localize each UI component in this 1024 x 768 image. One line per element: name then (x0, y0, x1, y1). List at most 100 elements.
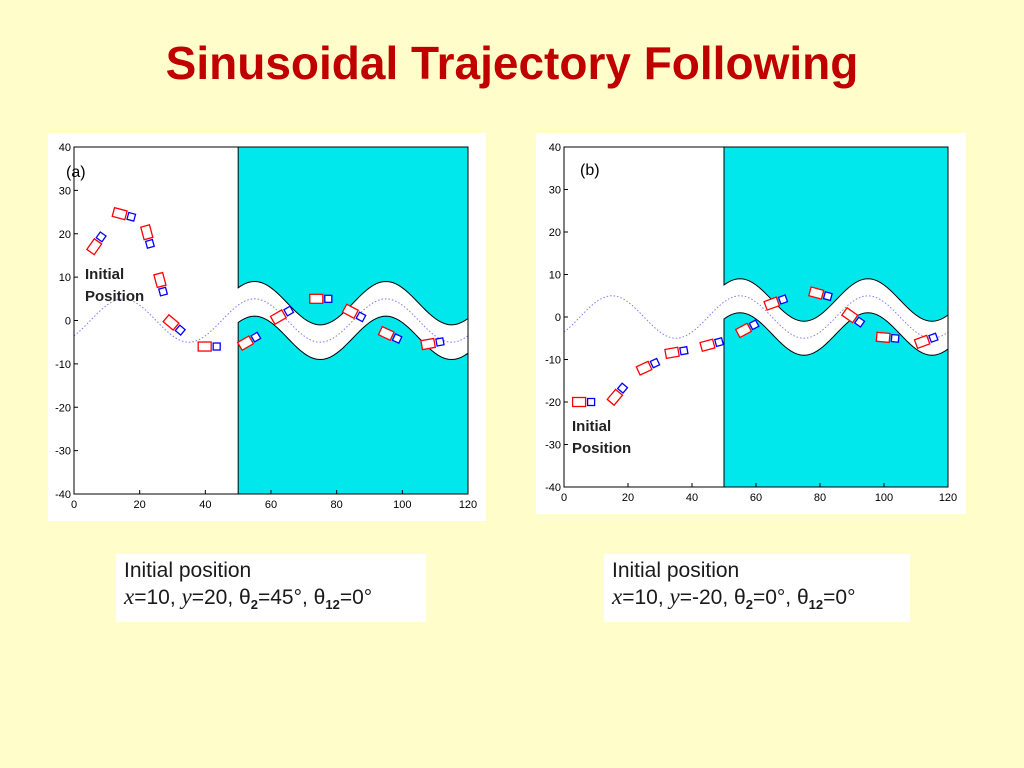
caption-b-y-label: y (669, 584, 680, 609)
caption-b-heading: Initial position (612, 559, 740, 582)
y-tick-label-a: 30 (59, 185, 71, 197)
trailer-body (606, 388, 624, 407)
tractor-body (174, 324, 187, 336)
caption-b-theta2-sub: 2 (745, 597, 753, 613)
caption-b-theta12-symbol: θ (796, 586, 809, 609)
x-tick-label-b: 120 (939, 492, 957, 504)
y-tick-label-a: -30 (55, 446, 71, 458)
trailer-body (571, 396, 587, 408)
chart-a: 0 20 40 60 80 100 120403020100-10-20-30-40(a)I… (55, 142, 477, 511)
tractor-body (283, 305, 295, 317)
x-tick-label-a: 60 (265, 499, 277, 511)
trailer-body (197, 341, 212, 352)
x-tick-label-a: 120 (459, 499, 477, 511)
caption-a-x-label: x (124, 584, 135, 609)
vehicle-pose-a (111, 206, 137, 222)
reference-path-a (73, 298, 469, 343)
tractor-body (95, 231, 107, 243)
tractor-body (890, 333, 900, 343)
annotation-line2-b: Position (572, 440, 631, 457)
panel-label-a: (a) (66, 164, 86, 181)
y-tick-label-b: 20 (549, 227, 561, 239)
y-tick-label-b: 40 (549, 142, 561, 154)
y-tick-label-a: -10 (55, 359, 71, 371)
caption-a-theta2-value: =45°, (257, 586, 314, 609)
trailer-body (420, 337, 437, 351)
trailer-body (840, 306, 859, 324)
caption-b-y-value: =-20, (679, 586, 735, 609)
vehicle-pose-a (236, 331, 262, 352)
vehicle-pose-a (269, 305, 295, 326)
y-tick-label-a: 10 (59, 272, 71, 284)
vehicle-pose-a (139, 224, 155, 249)
tractor-body (212, 342, 221, 351)
vehicle-pose-a (197, 341, 221, 352)
x-tick-label-b: 60 (750, 492, 762, 504)
vehicle-pose-b (875, 331, 900, 344)
obstacle-lower-b (723, 312, 949, 488)
vehicle-pose-a (85, 231, 107, 256)
trailer-body (377, 325, 395, 342)
chart-b: 0 20 40 60 80 100 120403020100-10-20-30-40(b)I… (545, 142, 957, 504)
tractor-body (435, 337, 445, 347)
trailer-body (699, 338, 716, 353)
vehicle-pose-b (699, 337, 725, 353)
tractor-body (928, 332, 939, 344)
y-tick-label-b: -10 (545, 355, 561, 367)
caption-a-x-value: =10, (134, 586, 182, 609)
y-tick-label-a: -20 (55, 402, 71, 414)
caption-b-x-value: =10, (622, 586, 670, 609)
y-tick-label-b: -40 (545, 482, 561, 494)
tractor-body (586, 397, 596, 407)
slide-title: Sinusoidal Trajectory Following (165, 37, 859, 89)
caption-b-theta2-symbol: θ (734, 586, 746, 609)
caption-b-theta12-sub: 12 (808, 597, 824, 613)
vehicle-pose-a (377, 325, 403, 344)
caption-b-theta2-value: =0°, (752, 586, 797, 609)
tractor-body (324, 294, 333, 303)
tractor-body (250, 331, 262, 343)
vehicle-pose-a (341, 303, 367, 323)
x-tick-label-b: 100 (875, 492, 893, 504)
vehicle-pose-b (840, 306, 866, 328)
y-tick-label-b: -30 (545, 440, 561, 452)
x-tick-label-b: 0 (561, 492, 567, 504)
tractor-body (713, 337, 725, 348)
vehicle-pose-a (309, 293, 333, 304)
vehicle-pose-b (734, 319, 760, 339)
tractor-body (649, 357, 661, 369)
y-tick-label-b: 10 (549, 270, 561, 282)
caption-a-theta2-symbol: θ (239, 586, 251, 609)
trailer-body (236, 335, 255, 352)
tractor-body (157, 286, 169, 297)
vehicle-pose-b (606, 382, 629, 407)
caption-a-params: x=10, y=20, θ2=45°, θ12=0° (124, 584, 418, 618)
x-tick-label-b: 20 (622, 492, 634, 504)
y-tick-label-b: 30 (549, 185, 561, 197)
vehicle-pose-a (162, 313, 187, 336)
caption-a-y-value: =20, (191, 586, 240, 609)
annotation-line1-b: Initial (572, 418, 611, 435)
tractor-body (679, 345, 689, 356)
trailer-body (85, 237, 103, 256)
caption-a-theta12-sub: 12 (325, 597, 340, 613)
caption-a-theta12-value: =0° (339, 586, 373, 609)
caption-a-y-label: y (181, 584, 192, 609)
vehicle-pose-b (763, 294, 789, 311)
vehicle-pose-a (420, 337, 445, 351)
trailer-body (341, 303, 360, 320)
y-tick-label-a: 20 (59, 229, 71, 241)
x-tick-label-a: 0 (71, 499, 77, 511)
y-tick-label-b: -20 (545, 397, 561, 409)
caption-a-theta2-sub: 2 (250, 597, 258, 613)
vehicle-pose-b (664, 345, 689, 360)
tractor-body (616, 382, 629, 394)
vehicle-pose-b (808, 286, 833, 302)
trailer-body (875, 331, 891, 344)
panel-label-b: (b) (580, 162, 600, 179)
caption-a-theta12-symbol: θ (313, 586, 326, 609)
trailer-body (664, 346, 680, 360)
y-tick-label-b: 0 (555, 312, 561, 324)
vehicle-pose-b (571, 396, 596, 408)
vehicle-pose-b (913, 332, 939, 350)
